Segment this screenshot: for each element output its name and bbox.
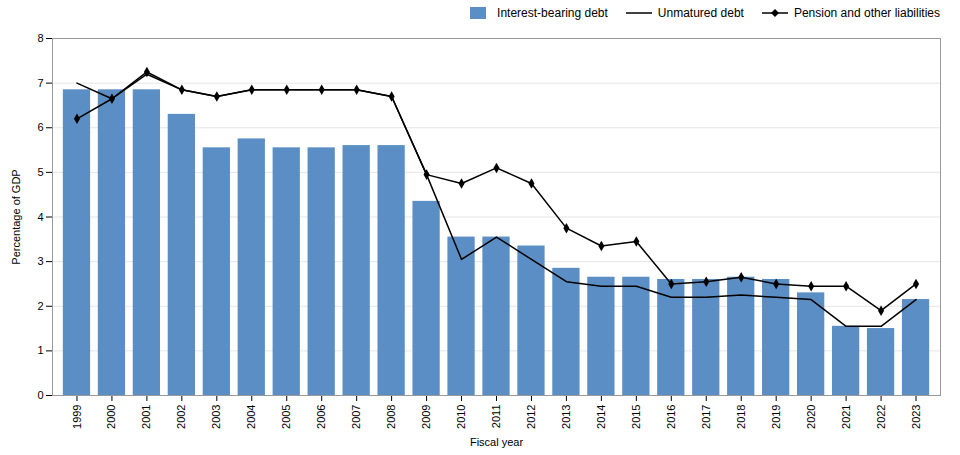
svg-text:2018: 2018 — [735, 405, 747, 429]
svg-text:2007: 2007 — [350, 405, 362, 429]
svg-text:2023: 2023 — [910, 405, 922, 429]
html-text:Unmatured debt: Unmatured debt — [657, 6, 744, 20]
svg-text:2016: 2016 — [665, 405, 677, 429]
svg-text:2010: 2010 — [455, 405, 467, 429]
html-text:Interest-bearing debt: Interest-bearing debt — [497, 6, 608, 20]
svg-text:2019: 2019 — [770, 405, 782, 429]
svg-text:1999: 1999 — [70, 405, 82, 429]
svg-text:6: 6 — [37, 121, 43, 133]
svg-text:2008: 2008 — [385, 405, 397, 429]
svg-text:7: 7 — [37, 77, 43, 89]
svg-text:Fiscal year: Fiscal year — [470, 436, 524, 448]
svg-text:2000: 2000 — [105, 405, 117, 429]
svg-text:Percentage of GDP: Percentage of GDP — [10, 169, 22, 264]
svg-text:2004: 2004 — [245, 405, 257, 429]
html-text:Pension and other liabilities: Pension and other liabilities — [793, 6, 940, 20]
svg-text:3: 3 — [37, 255, 43, 267]
svg-text:2020: 2020 — [805, 405, 817, 429]
svg-text:2012: 2012 — [525, 405, 537, 429]
svg-text:0: 0 — [37, 389, 43, 401]
svg-text:2009: 2009 — [420, 405, 432, 429]
svg-text:2013: 2013 — [560, 405, 572, 429]
svg-text:2017: 2017 — [700, 405, 712, 429]
svg-text:2001: 2001 — [140, 405, 152, 429]
svg-text:4: 4 — [37, 211, 43, 223]
svg-text:2022: 2022 — [875, 405, 887, 429]
svg-text:2002: 2002 — [175, 405, 187, 429]
svg-text:2: 2 — [37, 300, 43, 312]
svg-text:1: 1 — [37, 344, 43, 356]
svg-text:8: 8 — [37, 32, 43, 44]
svg-text:2006: 2006 — [315, 405, 327, 429]
svg-text:2005: 2005 — [280, 405, 292, 429]
svg-text:5: 5 — [37, 166, 43, 178]
svg-text:2003: 2003 — [210, 405, 222, 429]
svg-text:2014: 2014 — [595, 405, 607, 429]
svg-text:2021: 2021 — [840, 405, 852, 429]
svg-text:2015: 2015 — [630, 405, 642, 429]
svg-text:2011: 2011 — [490, 405, 502, 429]
